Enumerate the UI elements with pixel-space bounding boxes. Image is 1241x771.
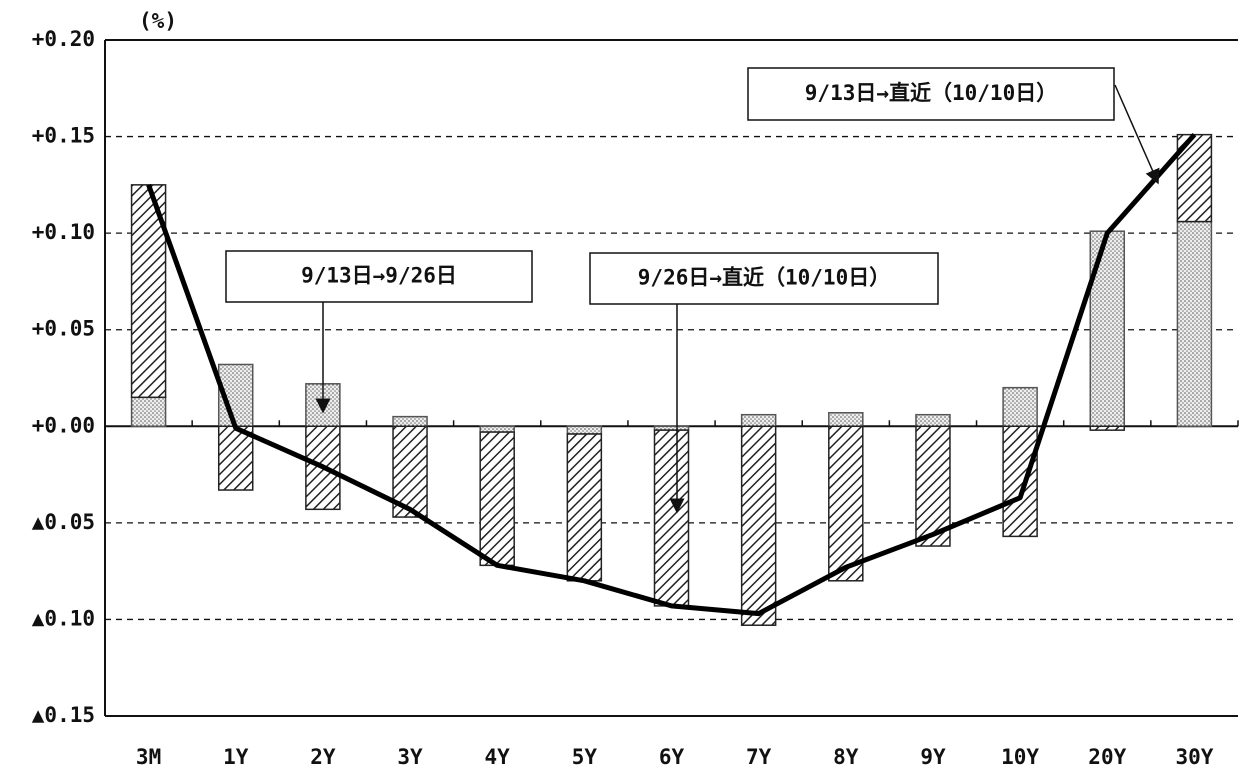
- y-tick-label: ▲0.05: [32, 510, 95, 534]
- y-tick-label: +0.10: [32, 220, 95, 244]
- y-unit: (%): [139, 9, 177, 33]
- x-tick-label: 20Y: [1088, 745, 1126, 769]
- bar: [479, 431, 515, 567]
- annotation: 9/13日→直近（10/10日）: [805, 81, 1057, 105]
- x-tick-label: 7Y: [746, 745, 772, 769]
- bar: [1002, 425, 1038, 538]
- bar: [566, 425, 603, 435]
- y-tick-label: +0.05: [32, 317, 95, 341]
- x-tick-label: 6Y: [659, 745, 685, 769]
- x-tick-label: 4Y: [485, 745, 511, 769]
- x-tick-label: 30Y: [1175, 745, 1213, 769]
- annotation-box: [589, 252, 939, 305]
- line: [146, 132, 1197, 617]
- bar: [653, 429, 690, 607]
- bar: [915, 413, 951, 428]
- bar: [828, 425, 864, 582]
- bar: [566, 433, 603, 582]
- bar: [740, 413, 777, 428]
- x-tick-label: 1Y: [223, 745, 249, 769]
- bar: [915, 425, 951, 547]
- y-tick-label: +0.15: [32, 124, 95, 148]
- y-tick-label: +0.20: [32, 27, 95, 51]
- bar: [392, 415, 428, 428]
- x-tick-label: 2Y: [310, 745, 336, 769]
- x-tick-label: 10Y: [1001, 745, 1039, 769]
- bar: [740, 425, 777, 626]
- x-tick-label: 3M: [136, 745, 161, 769]
- bar: [1089, 230, 1126, 428]
- x-tick-label: 8Y: [833, 745, 859, 769]
- bar: [479, 425, 515, 433]
- x-tick-label: 5Y: [572, 745, 598, 769]
- annotation-arrow: [1114, 84, 1160, 185]
- bar: [1002, 386, 1038, 428]
- y-tick-label: ▲0.10: [32, 606, 95, 630]
- bar: [1089, 425, 1126, 431]
- x-tick-label: 3Y: [397, 745, 423, 769]
- y-tick-label: +0.00: [32, 413, 95, 437]
- annotation: 9/13日→9/26日: [301, 264, 457, 288]
- annotation-box: [225, 250, 533, 303]
- y-tick-label: ▲0.15: [32, 703, 95, 727]
- annotation: 9/26日→直近（10/10日）: [638, 266, 890, 290]
- bar: [828, 412, 864, 428]
- bar: [130, 396, 167, 428]
- x-tick-label: 9Y: [920, 745, 946, 769]
- bar: [1176, 220, 1213, 428]
- annotation-box: [747, 67, 1115, 121]
